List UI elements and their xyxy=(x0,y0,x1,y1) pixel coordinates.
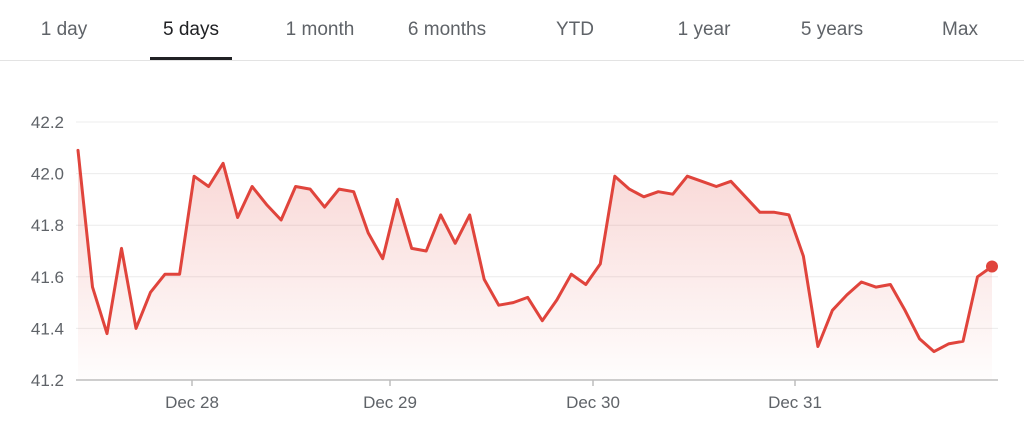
price-chart: 42.242.041.841.641.441.2 Dec 28 Dec 29 Dec… xyxy=(31,113,998,412)
y-tick-label: 41.6 xyxy=(31,268,64,287)
y-tick-label: 42.0 xyxy=(31,165,64,184)
tab-1-month[interactable]: 1 month xyxy=(268,0,372,60)
tab-6-months[interactable]: 6 months xyxy=(394,0,500,60)
price-line xyxy=(76,148,994,354)
range-tabs: 1 day 5 days 1 month 6 months YTD 1 year… xyxy=(0,0,1024,61)
x-tick-label: Dec 28 xyxy=(165,393,219,412)
tab-max[interactable]: Max xyxy=(928,0,992,60)
tab-label: 6 months xyxy=(407,19,487,40)
price-area-fill xyxy=(78,150,992,380)
y-tick-label: 41.8 xyxy=(31,216,64,235)
tab-label: 5 days xyxy=(163,19,219,40)
tab-1-year[interactable]: 1 year xyxy=(662,0,746,60)
tab-label: 1 month xyxy=(285,19,355,40)
active-tab-indicator xyxy=(150,57,232,60)
tab-label: 1 day xyxy=(40,19,88,40)
tab-label: Max xyxy=(942,19,978,40)
tab-label: YTD xyxy=(556,19,594,40)
tab-1-day[interactable]: 1 day xyxy=(20,0,108,60)
tab-ytd[interactable]: YTD xyxy=(540,0,610,60)
tab-label: 5 years xyxy=(800,19,864,40)
last-price-marker[interactable] xyxy=(986,260,998,273)
y-tick-label: 41.4 xyxy=(31,319,64,338)
y-tick-label: 41.2 xyxy=(31,371,64,390)
x-tick-label: Dec 31 xyxy=(768,393,822,412)
y-tick-label: 42.2 xyxy=(31,113,64,132)
x-tick-label: Dec 30 xyxy=(566,393,620,412)
tab-5-days[interactable]: 5 days xyxy=(150,0,232,60)
x-tick-label: Dec 29 xyxy=(363,393,417,412)
y-axis: 42.2 42.0 41.8 41.6 41.4 41.2 xyxy=(31,113,64,390)
tab-label: 1 year xyxy=(677,19,731,40)
x-axis: Dec 28 Dec 29 Dec 30 Dec 31 xyxy=(165,380,822,412)
tab-5-years[interactable]: 5 years xyxy=(786,0,878,60)
